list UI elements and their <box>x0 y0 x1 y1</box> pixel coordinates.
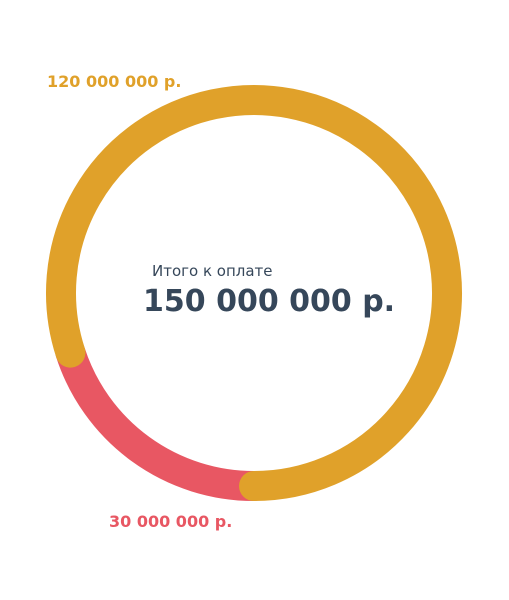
segment-120000000 <box>46 85 462 501</box>
total-caption: Итого к оплате <box>152 262 273 280</box>
total-amount: 150 000 000 р. <box>143 284 396 319</box>
segment-label-30000000: 30 000 000 р. <box>109 512 233 531</box>
segment-label-120000000: 120 000 000 р. <box>47 72 182 91</box>
segment-30000000 <box>55 337 269 501</box>
